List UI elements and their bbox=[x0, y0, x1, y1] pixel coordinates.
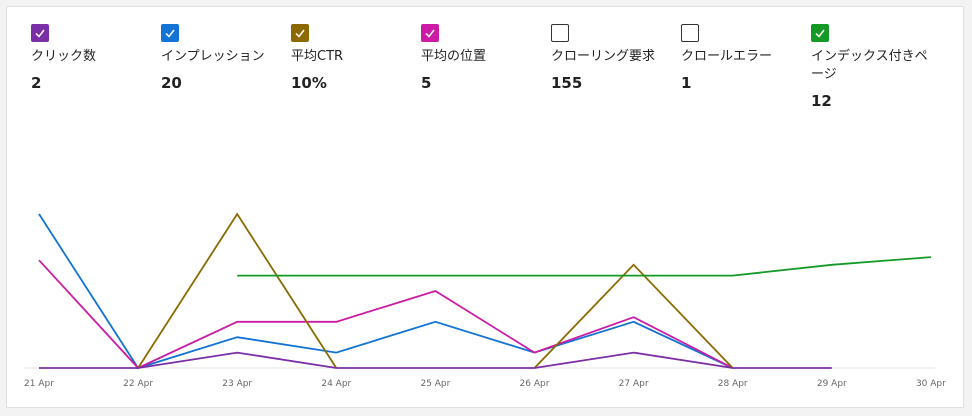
metric-value: 20 bbox=[161, 74, 182, 92]
metric-5[interactable]: クロールエラー 1 bbox=[681, 24, 801, 92]
metric-1[interactable]: インプレッション 20 bbox=[161, 24, 281, 92]
x-tick-label: 30 Apr bbox=[916, 379, 946, 389]
metric-label: 平均の位置 bbox=[421, 49, 487, 64]
x-tick-label: 25 Apr bbox=[420, 379, 450, 389]
series-line-3 bbox=[237, 256, 931, 277]
x-tick-label: 21 Apr bbox=[24, 379, 54, 389]
metric-label: 平均CTR bbox=[291, 49, 344, 64]
metric-value: 155 bbox=[551, 74, 583, 92]
checked-checkbox-icon[interactable] bbox=[291, 24, 309, 42]
checked-checkbox-icon[interactable] bbox=[421, 24, 439, 42]
metric-label: インデックス付きページ bbox=[811, 49, 928, 82]
metric-value: 10% bbox=[291, 74, 327, 92]
x-tick-label: 22 Apr bbox=[123, 379, 153, 389]
metric-0[interactable]: クリック数 2 bbox=[31, 24, 151, 92]
checked-checkbox-icon[interactable] bbox=[31, 24, 49, 42]
metric-label: インプレッション bbox=[161, 49, 265, 64]
performance-card bbox=[6, 6, 964, 408]
unchecked-checkbox-icon[interactable] bbox=[681, 24, 699, 42]
x-tick-label: 27 Apr bbox=[619, 379, 649, 389]
metric-label: クロールエラー bbox=[681, 49, 773, 64]
metric-2[interactable]: 平均CTR 10% bbox=[291, 24, 411, 92]
series-line-0 bbox=[38, 213, 734, 370]
checked-checkbox-icon[interactable] bbox=[811, 24, 829, 42]
x-tick-label: 24 Apr bbox=[321, 379, 351, 389]
metric-label: クリック数 bbox=[31, 49, 97, 64]
series-line-1 bbox=[38, 259, 734, 370]
metric-value: 12 bbox=[811, 92, 832, 110]
metric-value: 1 bbox=[681, 74, 692, 92]
metric-value: 2 bbox=[31, 74, 42, 92]
x-tick-label: 28 Apr bbox=[718, 379, 748, 389]
x-tick-label: 29 Apr bbox=[817, 379, 847, 389]
checked-checkbox-icon[interactable] bbox=[161, 24, 179, 42]
series-line-4 bbox=[39, 351, 832, 369]
metric-value: 5 bbox=[421, 74, 432, 92]
unchecked-checkbox-icon[interactable] bbox=[551, 24, 569, 42]
metric-label: クローリング要求 bbox=[551, 49, 656, 64]
metric-6[interactable]: インデックス付きページ 12 bbox=[811, 24, 931, 110]
x-tick-label: 23 Apr bbox=[222, 379, 252, 389]
metric-3[interactable]: 平均の位置 5 bbox=[421, 24, 541, 92]
series-line-2 bbox=[137, 212, 338, 369]
series-line-2 bbox=[533, 263, 734, 369]
x-tick-label: 26 Apr bbox=[520, 379, 550, 389]
metric-4[interactable]: クローリング要求 155 bbox=[551, 24, 671, 92]
